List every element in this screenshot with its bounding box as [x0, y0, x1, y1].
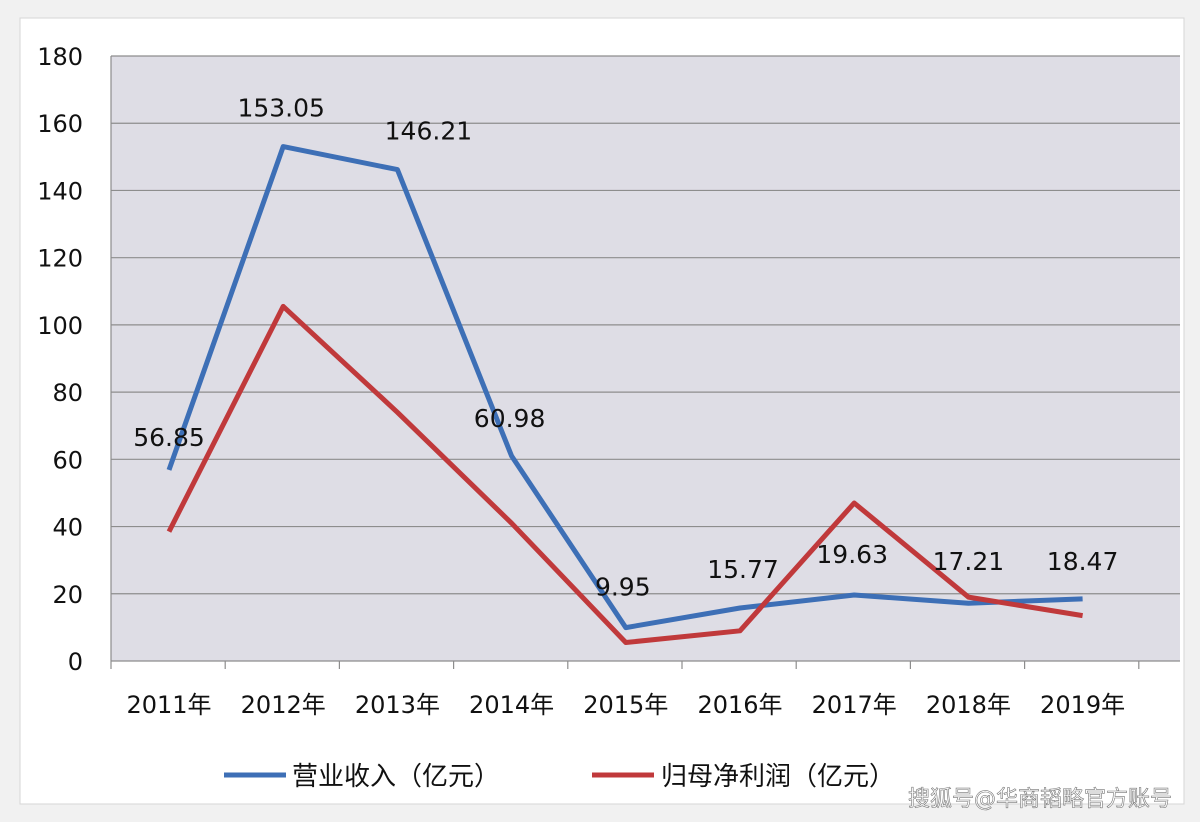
data-label: 15.77 — [707, 555, 779, 584]
x-tick-label: 2012年 — [241, 691, 326, 719]
series-line-2 — [166, 303, 1083, 645]
y-tick-label: 40 — [52, 514, 83, 542]
data-label: 60.98 — [474, 404, 546, 433]
axes: 0 20 40 60 80 100 120 140 160 180 2011年 2012年 2013年 2… — [37, 43, 1180, 719]
y-tick-label: 180 — [37, 43, 83, 71]
data-label: 56.85 — [133, 423, 205, 452]
series-line-1 — [166, 144, 1083, 631]
series-lines — [166, 144, 1083, 645]
x-tick-label: 2019年 — [1040, 691, 1125, 719]
legend-label: 营业收入（亿元） — [292, 762, 500, 792]
y-tick-label: 80 — [52, 379, 83, 407]
data-label: 153.05 — [237, 94, 324, 123]
y-tick-label: 120 — [37, 245, 83, 273]
y-tick-label: 0 — [68, 648, 83, 676]
gridlines — [111, 55, 1180, 595]
data-label: 9.95 — [595, 573, 651, 602]
x-tick-label: 2011年 — [126, 691, 211, 719]
data-label: 146.21 — [385, 117, 472, 146]
x-tick-label: 2015年 — [583, 691, 668, 719]
data-label: 17.21 — [933, 547, 1005, 576]
data-label: 18.47 — [1047, 547, 1119, 576]
plot-area — [111, 56, 1180, 661]
x-tick-label: 2016年 — [697, 691, 782, 719]
y-tick-label: 140 — [37, 177, 83, 205]
x-tick-label: 2014年 — [469, 691, 554, 719]
y-tick-label: 20 — [52, 581, 83, 609]
x-tick-label: 2013年 — [355, 691, 440, 719]
data-labels: 56.85 153.05 146.21 60.98 9.95 15.77 19.63 17.2… — [133, 94, 1118, 602]
legend: 营业收入（亿元） 归母净利润（亿元） — [224, 762, 895, 792]
y-tick-label: 160 — [37, 110, 83, 138]
data-label: 19.63 — [816, 540, 888, 569]
legend-label: 归母净利润（亿元） — [661, 762, 895, 792]
y-tick-label: 100 — [37, 312, 83, 340]
x-tick-label: 2018年 — [926, 691, 1011, 719]
y-tick-label: 60 — [52, 446, 83, 474]
x-tick-label: 2017年 — [812, 691, 897, 719]
watermark-text: 搜狐号@华商韬略官方账号 — [908, 787, 1172, 812]
